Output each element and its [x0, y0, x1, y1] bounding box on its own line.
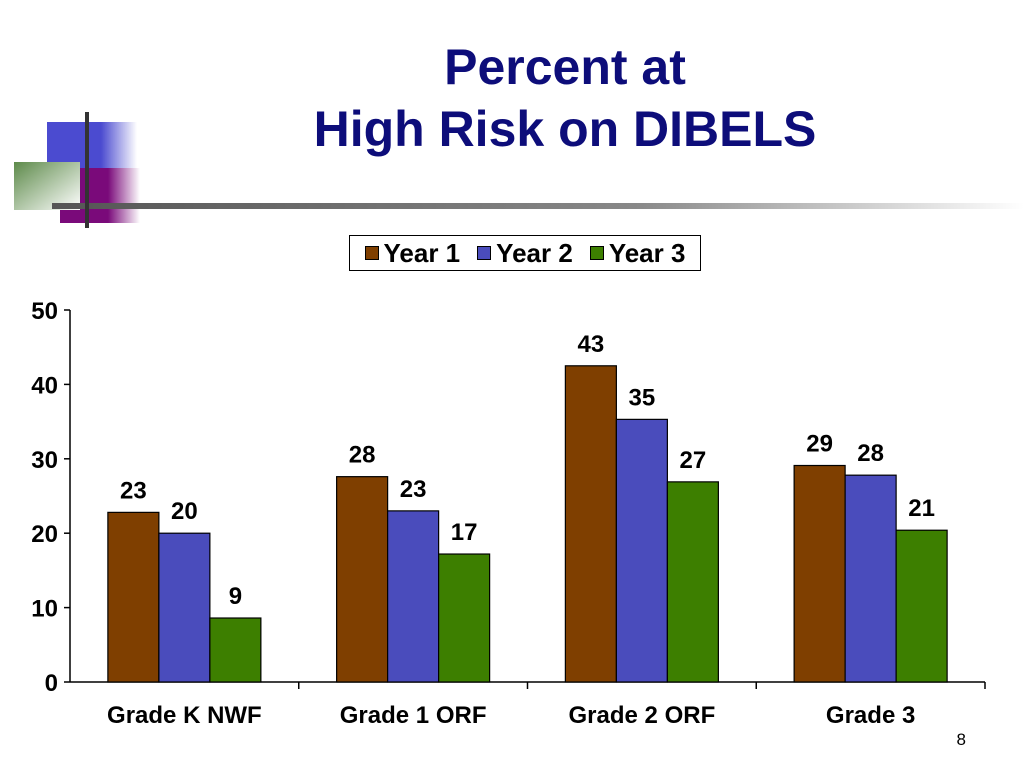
- corner-decoration: [14, 112, 1024, 228]
- data-label: 27: [680, 447, 707, 474]
- legend-item-year-1: Year 1: [364, 237, 461, 269]
- title-line-1: Percent at: [444, 39, 686, 95]
- slide-title: Percent at High Risk on DIBELS: [160, 36, 970, 160]
- bar-chart: 0 10 20 30 40 50 23 20 9 Grade K NWF 28 23 17 Grade 1…: [31, 298, 986, 729]
- y-tick-label: 40: [31, 372, 58, 399]
- x-category-label: Grade 2 ORF: [569, 702, 716, 729]
- x-category-label: Grade 3: [826, 702, 915, 729]
- x-category-label: Grade K NWF: [107, 702, 262, 729]
- data-label: 20: [171, 498, 198, 525]
- data-label: 28: [349, 442, 376, 469]
- bar-year-1: [336, 476, 389, 683]
- legend-label-year-2: Year 2: [496, 237, 573, 268]
- y-tick-label: 50: [31, 298, 58, 325]
- legend-label-year-3: Year 3: [608, 237, 686, 268]
- deco-vertical-line: [85, 112, 89, 228]
- legend-item-year-3: Year 3: [589, 237, 686, 269]
- bar-year-3: [209, 617, 262, 683]
- legend-swatch-year-1: [364, 246, 379, 260]
- chart-legend: Year 1 Year 2 Year 3: [349, 235, 701, 271]
- bar-year-2: [158, 532, 211, 683]
- data-label: 43: [578, 331, 605, 358]
- legend-swatch-year-3: [589, 246, 604, 260]
- data-label: 35: [629, 384, 656, 411]
- y-tick-label: 10: [31, 596, 58, 623]
- deco-horizontal-line: [52, 203, 1024, 209]
- y-tick-label: 0: [45, 670, 58, 697]
- data-label: 29: [806, 430, 833, 457]
- bar-year-1: [564, 365, 617, 683]
- y-tick-label: 30: [31, 447, 58, 474]
- bar-year-3: [895, 529, 948, 683]
- x-category-label: Grade 1 ORF: [340, 702, 487, 729]
- bar-year-3: [438, 553, 491, 683]
- legend-item-year-2: Year 2: [477, 238, 573, 269]
- bar-year-3: [666, 481, 719, 683]
- data-label: 17: [451, 519, 478, 546]
- bar-year-1: [107, 511, 160, 683]
- legend-swatch-year-2: [477, 246, 492, 260]
- data-label: 23: [400, 476, 427, 503]
- bar-year-2: [615, 418, 668, 683]
- data-label: 28: [857, 440, 884, 467]
- data-label: 23: [120, 477, 147, 504]
- deco-green-square: [14, 162, 80, 210]
- y-tick-label: 20: [31, 521, 58, 548]
- bar-year-2: [844, 474, 897, 683]
- data-label: 21: [908, 495, 935, 522]
- bar-year-1: [793, 464, 846, 683]
- page-number: 8: [956, 730, 966, 749]
- data-label: 9: [229, 583, 242, 610]
- title-line-2: High Risk on DIBELS: [313, 101, 817, 157]
- bar-year-2: [387, 510, 440, 683]
- legend-label-year-1: Year 1: [383, 237, 461, 268]
